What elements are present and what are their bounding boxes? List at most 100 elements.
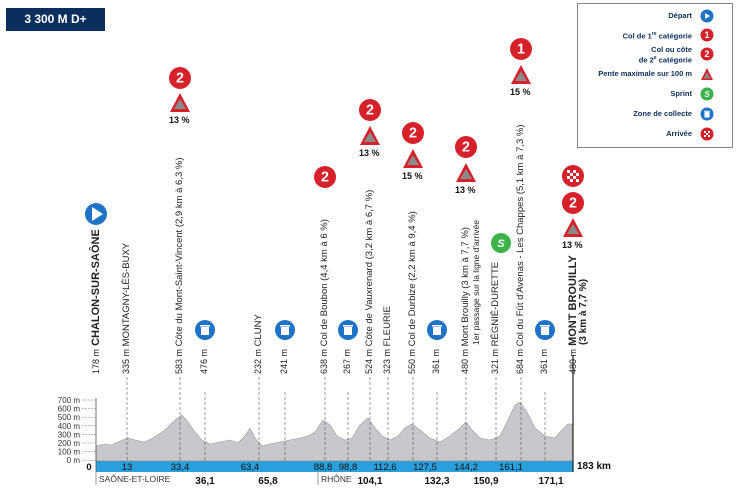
place-label: 321 m RÉGNIÉ-DURETTE [490, 262, 501, 374]
place-altitude: 550 m [407, 348, 417, 374]
y-tick-label: 100 m [58, 448, 81, 457]
collection-zone-icon [427, 320, 447, 340]
y-tick-label: 0 m [67, 456, 81, 465]
region-label-rhone: RHÔNE [321, 474, 352, 484]
y-tick-label: 600 m [58, 405, 81, 414]
km-mark-on-track: 13 [122, 462, 133, 473]
place-altitude: 232 m [253, 348, 263, 374]
place-name: FLEURIE [382, 306, 393, 349]
collection-zone-icon [195, 320, 215, 340]
legend-item-finish: Arrivée [582, 125, 728, 145]
cat2-icon: 2 [169, 67, 191, 89]
collection-zone-icon [275, 320, 295, 340]
start-icon [85, 203, 107, 225]
place-name: MONTAGNY-LÈS-BUXY [121, 242, 132, 349]
km-mark-on-track: 161,1 [499, 462, 523, 473]
place-altitude: 480 m [568, 348, 578, 374]
place-name: Col de Boubon (4,4 km à 6 %) [319, 219, 330, 349]
max-slope-label: 13 % [562, 240, 583, 250]
place-altitude: 321 m [490, 348, 500, 374]
place-name: RÉGNIÉ-DURETTE [490, 261, 501, 349]
legend-label-start: Départ [668, 11, 692, 20]
max-slope-icon [701, 68, 713, 80]
svg-text:S: S [497, 238, 505, 250]
legend: Départ Col de 1re catégorie 1 Col ou côt… [577, 3, 733, 148]
place-label: 178 m CHALON-SUR-SAÔNE [90, 229, 102, 374]
finish-icon [700, 127, 714, 141]
svg-text:2: 2 [366, 103, 374, 119]
place-label: 323 m FLEURIE [382, 306, 393, 374]
place-label: 361 m [539, 349, 550, 374]
km-mark-below-track: 132,3 [424, 476, 449, 487]
place-name: CLUNY [253, 314, 264, 349]
km-mark-on-track: 112,6 [373, 462, 396, 473]
place-altitude: 178 m [91, 348, 101, 374]
max-slope-label: 13 % [169, 115, 190, 125]
place-altitude: 583 m [174, 348, 184, 374]
km-mark-below-track: 150,9 [473, 476, 498, 487]
place-altitude: 323 m [382, 348, 392, 374]
svg-text:2: 2 [569, 196, 577, 212]
km-marks-below-track: 36,1 65,8 104,1 132,3 150,9 171,1 [195, 476, 564, 487]
route-markers: 2 2 2 2 2 1 2 S [85, 38, 584, 340]
km-mark-below-track: 104,1 [357, 476, 382, 487]
km-mark-on-track: 88,8 [314, 462, 333, 473]
max-slope-icon [563, 218, 583, 237]
place-altitude: 361 m [539, 348, 549, 374]
km-mark-on-track: 63,4 [241, 462, 260, 473]
max-slope-label: 15 % [510, 87, 531, 97]
legend-label-sprint: Sprint [670, 89, 692, 98]
km-mark-below-track: 171,1 [538, 476, 563, 487]
collection-zone-icon [700, 107, 714, 121]
cat2-icon: 2 [562, 192, 584, 214]
max-slope-icon [456, 163, 476, 182]
place-label: 684 m Col du Fût d'Avenas - Les Chappes … [515, 125, 526, 375]
legend-label-cat2: Col ou côte de 2e catégorie [638, 45, 692, 65]
place-altitude: 335 m [121, 348, 131, 374]
max-slope-icon [170, 93, 190, 112]
cat2-icon: 2 [314, 166, 336, 188]
max-slope-label: 13 % [455, 185, 476, 195]
terrain-area [95, 401, 573, 462]
max-slope-icon [360, 126, 380, 145]
place-altitude: 241 m [279, 348, 289, 374]
km-mark-below-track: 65,8 [258, 476, 278, 487]
place-altitude: 476 m [199, 348, 209, 374]
total-distance: 183 km [577, 461, 611, 472]
km-mark-on-track: 98,8 [339, 462, 358, 473]
km-mark-on-track: 0 [86, 462, 91, 473]
max-slope-label: 13 % [359, 148, 380, 158]
svg-text:2: 2 [704, 49, 709, 59]
y-tick-label: 700 m [58, 396, 81, 405]
place-name: Col du Fût d'Avenas - Les Chappes (5,1 k… [515, 124, 526, 349]
svg-text:2: 2 [321, 170, 329, 186]
place-label: 241 m [279, 349, 290, 374]
place-altitude: 638 m [319, 348, 329, 374]
legend-item-max-slope: Pente maximale sur 100 m [582, 65, 728, 85]
legend-item-sprint: Sprint S [582, 85, 728, 105]
place-label: 476 m [199, 349, 210, 374]
place-altitude: 480 m [460, 348, 470, 374]
km-mark-on-track: 127,5 [413, 462, 437, 473]
place-label: 583 m Côte du Mont-Saint-Vincent (2,9 km… [174, 157, 185, 374]
place-name: Côte de Vauxrenard (3,2 km à 6,7 %) [364, 189, 375, 349]
place-label: 550 m Col de Durbize (2,2 km à 9,4 %) [407, 211, 418, 374]
place-label: 335 m MONTAGNY-LÈS-BUXY [121, 243, 132, 374]
km-mark-on-track: 144,2 [454, 462, 478, 473]
y-tick-label: 300 m [58, 430, 81, 439]
finish-icon [562, 165, 584, 187]
place-label: 524 m Côte de Vauxrenard (3,2 km à 6,7 %… [364, 190, 375, 374]
place-label: 361 m [431, 349, 442, 374]
elevation-gain-badge: 3 300 M D+ [6, 8, 105, 31]
max-slope-icon [511, 65, 531, 84]
place-name: Col de Durbize (2,2 km à 9,4 %) [407, 211, 418, 349]
cat2-icon: 2 [359, 99, 381, 121]
cat1-icon: 1 [700, 28, 714, 42]
max-slope-label: 15 % [402, 171, 423, 181]
collection-zone-icon [338, 320, 358, 340]
cat2-icon: 2 [402, 122, 424, 144]
svg-text:2: 2 [176, 71, 184, 87]
legend-item-cat2: Col ou côte de 2e catégorie 2 [582, 45, 728, 65]
